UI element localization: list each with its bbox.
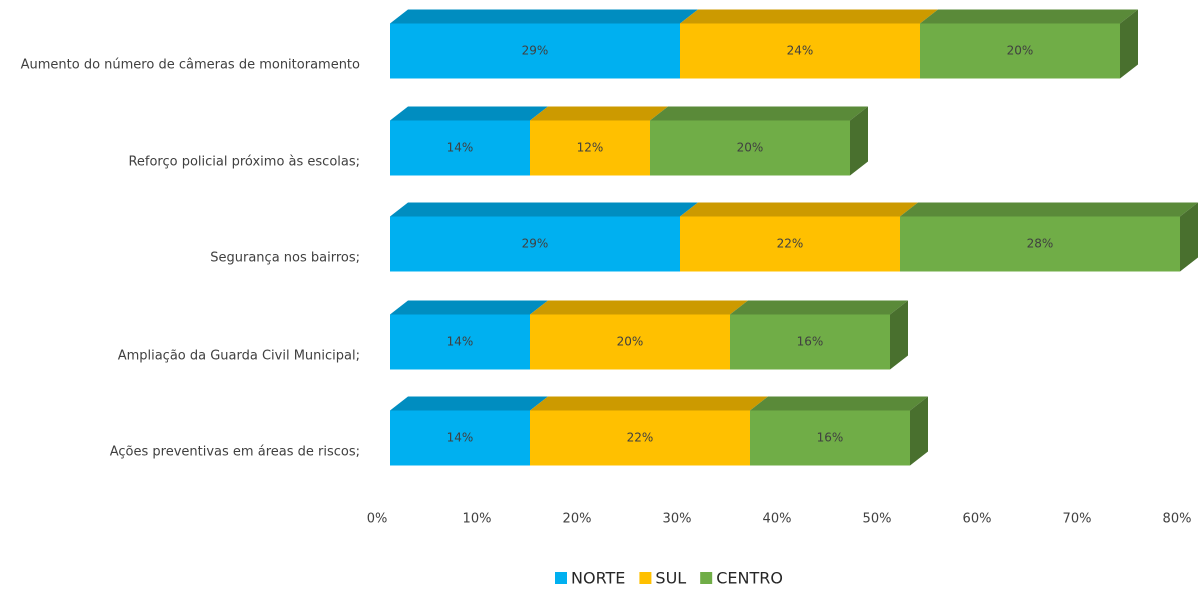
data-label: 16% (797, 335, 824, 349)
data-label: 20% (617, 335, 644, 349)
data-label: 14% (447, 431, 474, 445)
x-tick-label: 20% (563, 512, 592, 527)
legend-swatch (639, 572, 652, 584)
bar (920, 23, 1120, 79)
x-tick-label: 40% (763, 512, 792, 527)
x-tick-label: 10% (463, 512, 492, 527)
data-label: 29% (522, 237, 549, 251)
bar-top (650, 106, 868, 121)
x-tick-label: 0% (367, 512, 388, 527)
data-label: 14% (447, 141, 474, 155)
bar (390, 23, 680, 79)
data-label: 16% (817, 431, 844, 445)
bar (750, 410, 910, 466)
bar (390, 120, 530, 176)
bar (530, 120, 650, 176)
x-tick-label: 70% (1063, 512, 1092, 527)
bar (530, 410, 750, 466)
category-label: Reforço policial próximo às escolas; (128, 155, 360, 170)
data-label: 20% (1007, 44, 1034, 58)
bar-side (850, 106, 868, 176)
bar-side (910, 396, 928, 466)
bar-top (900, 202, 1198, 217)
bar-top (680, 9, 938, 24)
data-label: 22% (627, 431, 654, 445)
bar (900, 216, 1180, 272)
bar-top (390, 9, 698, 24)
category-label: Ampliação da Guarda Civil Municipal; (118, 349, 360, 364)
legend-swatch (700, 572, 713, 584)
bar-top (530, 396, 768, 411)
x-tick-label: 80% (1163, 512, 1192, 527)
data-label: 29% (522, 44, 549, 58)
data-label: 22% (777, 237, 804, 251)
bar (680, 216, 900, 272)
data-label: 12% (577, 141, 604, 155)
bar-top (730, 300, 908, 315)
bar-top (920, 9, 1138, 24)
bar (390, 410, 530, 466)
bar-top (390, 106, 548, 121)
bar (390, 314, 530, 370)
bar (650, 120, 850, 176)
bar-top (750, 396, 928, 411)
category-label: Aumento do número de câmeras de monitora… (21, 58, 360, 73)
bar (730, 314, 890, 370)
legend-label: NORTE (571, 569, 625, 588)
bar-side (890, 300, 908, 370)
category-label: Ações preventivas em áreas de riscos; (110, 445, 360, 460)
category-label: Segurança nos bairros; (210, 251, 360, 266)
data-label: 24% (787, 44, 814, 58)
legend-swatch (555, 572, 567, 584)
data-label: 14% (447, 335, 474, 349)
x-tick-label: 30% (663, 512, 692, 527)
bar (390, 216, 680, 272)
x-tick-label: 50% (863, 512, 892, 527)
x-tick-label: 60% (963, 512, 992, 527)
bar-top (390, 396, 548, 411)
bar (680, 23, 920, 79)
bar-top (680, 202, 918, 217)
data-label: 20% (737, 141, 764, 155)
bar-top (390, 202, 698, 217)
legend-label: SUL (655, 569, 686, 588)
bar-side (1180, 202, 1198, 272)
bar-top (530, 300, 748, 315)
legend-label: CENTRO (716, 569, 783, 588)
data-label: 28% (1027, 237, 1054, 251)
bar-top (530, 106, 668, 121)
bar-top (390, 300, 548, 315)
bar-side (1120, 9, 1138, 79)
bar (530, 314, 730, 370)
